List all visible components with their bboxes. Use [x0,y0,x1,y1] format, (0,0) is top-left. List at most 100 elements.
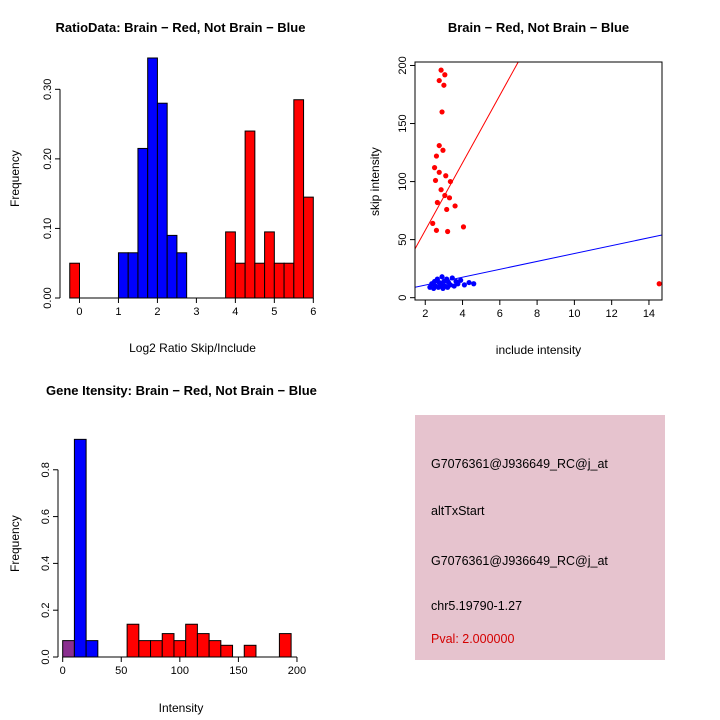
not-brain-point [451,283,457,289]
y-tick-label: 0 [397,295,409,301]
ratio-histogram-title: RatioData: Brain − Red, Not Brain − Blue [55,20,306,35]
red-histogram-bar [283,262,295,299]
scatter-points [427,67,662,291]
brain-point [436,77,442,84]
brain-point [438,187,444,193]
ratio-histogram-ylabel: Frequency [8,149,22,207]
brain-point [446,195,453,201]
y-tick-label: 150 [397,114,409,132]
red-histogram-bar [244,130,256,299]
brain-point [440,147,446,153]
red-histogram-bar [173,640,187,658]
red-histogram-bar [69,262,80,299]
scatter-xlabel: include intensity [495,343,582,357]
blue-histogram-bar [85,640,99,658]
brain-point [447,178,454,185]
brain-point [433,153,440,159]
locus-line: chr5.19790-1.27 [431,599,523,613]
x-tick-label: 4 [459,308,465,320]
x-tick-label: 10 [568,308,580,320]
x-tick-label: 0 [60,665,66,677]
x-tick-label: 150 [229,665,247,677]
y-tick-label: 0.20 [42,148,54,169]
blue-histogram-bar [73,438,87,658]
red-histogram-bar [234,262,246,299]
y-tick-label: 100 [397,172,409,190]
y-tick-label: 0.0 [40,649,52,664]
x-tick-label: 5 [271,306,277,318]
x-tick-label: 3 [193,306,199,318]
blue-histogram-bar [156,102,168,299]
axes: 0 50 100 150 200 0.0 0.2 0.4 0.6 0.8 [40,462,306,677]
red-fit-line [415,62,519,250]
brain-point [452,203,458,209]
red-histogram-bar [220,644,234,658]
panel-ratio-histogram: RatioData: Brain − Red, Not Brain − Blue… [0,0,360,360]
x-tick-label: 14 [643,308,655,320]
gene-histogram-canvas: 0 50 100 150 200 0.0 0.2 0.4 0.6 0.8 [40,438,306,677]
red-histogram-bar [161,633,175,658]
not-brain-point [466,279,472,286]
y-tick-label: 50 [397,234,409,246]
fit-lines [415,62,662,288]
y-tick-label: 0.00 [42,287,54,308]
brain-point [436,169,442,175]
brain-point [444,206,450,213]
brain-point [433,227,440,233]
brain-point [430,220,436,226]
blue-histogram-bar [137,147,149,299]
plot-box [414,61,663,301]
x-tick-label: 50 [115,665,127,677]
not-brain-point [458,277,464,283]
brain-point [431,165,438,171]
brain-point [441,82,447,88]
red-histogram-bar [264,231,275,299]
purple-histogram-bar [62,640,75,658]
probe-id-line-1: G7076361@J936649_RC@j_at [431,457,608,471]
gene-histogram-title: Gene Itensity: Brain − Red, Not Brain − … [46,383,317,398]
brain-point [436,142,442,149]
axes: 0 1 2 3 4 5 6 0.00 0.10 0.20 0.30 [42,79,316,318]
x-tick-label: 0 [76,306,82,318]
blue-histogram-bar [117,252,129,299]
panel-info-box: G7076361@J936649_RC@j_at altTxStart G707… [360,360,720,720]
x-tick-label: 100 [171,665,189,677]
gene-histogram-xlabel: Intensity [158,701,204,715]
probe-id-line-2: G7076361@J936649_RC@j_at [431,554,608,568]
event-type-line: altTxStart [431,504,485,518]
y-tick-label: 0.8 [40,462,52,477]
not-brain-point [461,282,467,288]
red-histogram-bar [273,262,285,299]
y-tick-label: 0.4 [40,556,52,571]
blue-histogram-bar [166,234,178,299]
scatter-title: Brain − Red, Not Brain − Blue [447,20,630,35]
ratio-histogram-canvas: 0 1 2 3 4 5 6 0.00 0.10 0.20 0.30 [42,57,316,318]
panel-gene-intensity-histogram: Gene Itensity: Brain − Red, Not Brain − … [0,360,360,720]
not-brain-point [455,281,461,287]
red-histogram-bar [278,633,292,658]
x-tick-label: 200 [288,665,306,677]
x-tick-label: 2 [154,306,160,318]
red-histogram-bar [126,623,140,658]
brain-point [439,109,445,115]
red-histogram-bar [225,231,236,299]
red-histogram-bar [196,633,210,658]
x-tick-label: 6 [310,306,316,318]
brain-point [460,224,467,230]
blue-histogram-bar [147,57,158,299]
histogram-bars [69,57,314,299]
scatter-ylabel: skip intensity [368,146,382,216]
blue-histogram-bar [127,252,139,299]
pval-line: Pval: 2.000000 [431,632,515,646]
red-histogram-bar [293,99,305,299]
x-tick-label: 2 [422,308,428,320]
y-tick-label: 200 [397,56,409,74]
x-tick-label: 12 [606,308,618,320]
y-tick-label: 0.30 [42,79,54,100]
red-histogram-bar [185,623,198,658]
red-histogram-bar [254,262,266,299]
red-histogram-bar [303,196,314,299]
red-histogram-bar [150,640,163,658]
not-brain-point [439,274,445,280]
x-tick-label: 6 [497,308,503,320]
